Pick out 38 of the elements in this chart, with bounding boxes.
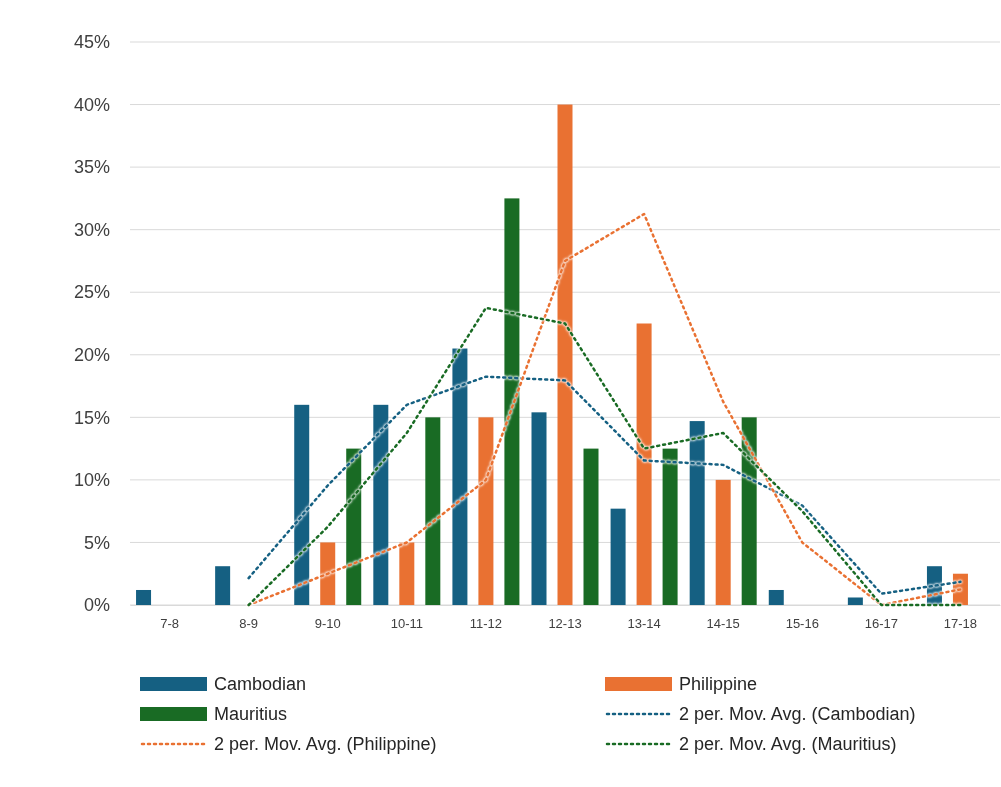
bar bbox=[610, 508, 626, 605]
y-tick-label: 10% bbox=[73, 470, 110, 491]
legend-label: Philippine bbox=[679, 674, 758, 694]
legend-label: 2 per. Mov. Avg. (Mauritius) bbox=[679, 734, 897, 754]
y-tick-label: 45% bbox=[73, 32, 110, 53]
x-tick-label: 17-18 bbox=[943, 616, 978, 632]
bar bbox=[583, 448, 599, 605]
x-tick-label: 9-10 bbox=[314, 616, 341, 632]
y-tick-label: 25% bbox=[73, 282, 110, 303]
y-tick-label: 0% bbox=[83, 595, 110, 616]
x-tick-label: 16-17 bbox=[864, 616, 898, 632]
bar bbox=[847, 597, 863, 605]
bar bbox=[636, 323, 652, 605]
y-tick-label: 5% bbox=[83, 532, 110, 553]
y-tick-label: 15% bbox=[73, 407, 110, 428]
legend-label: Mauritius bbox=[214, 704, 288, 724]
bar bbox=[715, 479, 731, 605]
y-tick-label: 20% bbox=[73, 345, 110, 366]
y-tick-label: 30% bbox=[73, 219, 110, 240]
x-tick-label: 13-14 bbox=[627, 616, 661, 632]
x-tick-label: 12-13 bbox=[548, 616, 582, 632]
bar bbox=[768, 589, 784, 605]
legend-label: Cambodian bbox=[214, 674, 307, 694]
bar bbox=[136, 589, 152, 605]
legend-label: 2 per. Mov. Avg. (Cambodian) bbox=[679, 704, 916, 724]
x-tick-label: 8-9 bbox=[239, 616, 259, 632]
bar bbox=[215, 566, 231, 605]
x-tick-label: 14-15 bbox=[706, 616, 740, 632]
x-tick-label: 15-16 bbox=[785, 616, 819, 632]
bar bbox=[425, 417, 441, 605]
bar bbox=[531, 412, 547, 605]
legend-label: 2 per. Mov. Avg. (Philippine) bbox=[214, 734, 437, 754]
bar bbox=[662, 448, 678, 605]
y-tick-label: 40% bbox=[73, 94, 110, 115]
x-tick-label: 10-11 bbox=[390, 616, 423, 632]
x-tick-label: 11-12 bbox=[469, 616, 503, 632]
y-tick-label: 35% bbox=[73, 157, 110, 178]
x-tick-label: 7-8 bbox=[160, 616, 179, 632]
